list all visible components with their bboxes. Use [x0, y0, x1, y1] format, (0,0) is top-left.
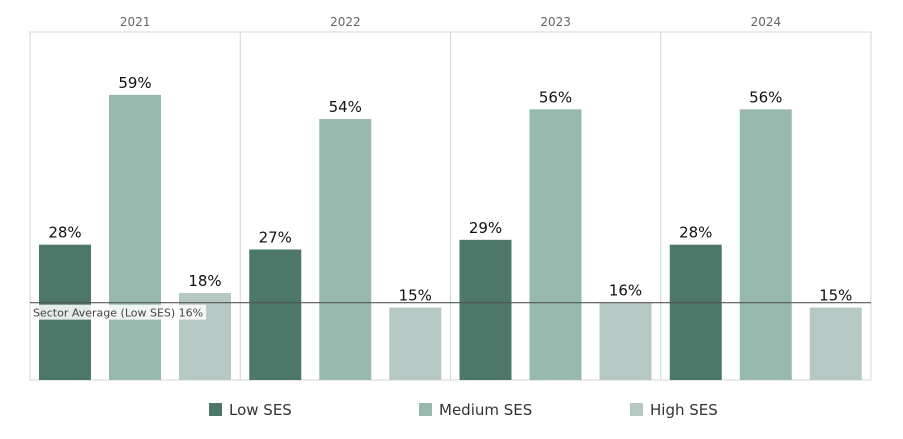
legend-swatch-low-ses — [209, 403, 222, 416]
panel-titles: 2021 2022 2023 2024 — [120, 15, 781, 29]
bar-medium-ses-2022 — [319, 119, 372, 380]
data-label-medium-ses-2023: 56% — [539, 88, 572, 106]
panel-title-2021: 2021 — [120, 15, 151, 29]
bar-low-ses-2022 — [249, 249, 302, 380]
legend-swatch-medium-ses — [419, 403, 432, 416]
bar-medium-ses-2021 — [109, 94, 161, 380]
data-label-high-ses-2021: 18% — [188, 272, 221, 290]
panel-title-2024: 2024 — [751, 15, 782, 29]
data-label-medium-ses-2024: 56% — [749, 88, 782, 106]
data-label-high-ses-2022: 15% — [399, 287, 432, 305]
bar-medium-ses-2023 — [529, 109, 582, 380]
bar-high-ses-2022 — [389, 307, 442, 380]
data-label-low-ses-2021: 28% — [48, 224, 81, 242]
bar-high-ses-2024 — [809, 307, 862, 380]
data-label-high-ses-2023: 16% — [609, 282, 642, 300]
legend-label-medium-ses: Medium SES — [439, 401, 532, 419]
data-label-medium-ses-2022: 54% — [329, 98, 362, 116]
data-label-low-ses-2023: 29% — [469, 219, 502, 237]
data-label-low-ses-2022: 27% — [259, 229, 292, 247]
legend-label-low-ses: Low SES — [229, 401, 292, 419]
legend-label-high-ses: High SES — [650, 401, 718, 419]
bar-high-ses-2023 — [599, 302, 652, 380]
reference-label-background — [31, 304, 207, 320]
bar-low-ses-2023 — [459, 239, 512, 380]
panel-title-2023: 2023 — [540, 15, 571, 29]
bars — [39, 94, 862, 380]
reference-line-group: Sector Average (Low SES) 16% — [30, 302, 871, 320]
reference-line-label: Sector Average (Low SES) 16% — [33, 307, 203, 320]
data-label-high-ses-2024: 15% — [819, 287, 852, 305]
data-label-low-ses-2024: 28% — [679, 224, 712, 242]
chart-frame — [29, 31, 872, 381]
bar-medium-ses-2024 — [739, 109, 792, 380]
bar-low-ses-2024 — [669, 244, 722, 380]
data-labels: 28% 59% 18% 27% 54% 15% 29% 56% 16% 28% 56% 15% — [48, 74, 852, 305]
legend: Low SES Medium SES High SES — [209, 401, 718, 419]
legend-swatch-high-ses — [630, 403, 643, 416]
panel-title-2022: 2022 — [330, 15, 361, 29]
data-label-medium-ses-2021: 59% — [118, 74, 151, 92]
